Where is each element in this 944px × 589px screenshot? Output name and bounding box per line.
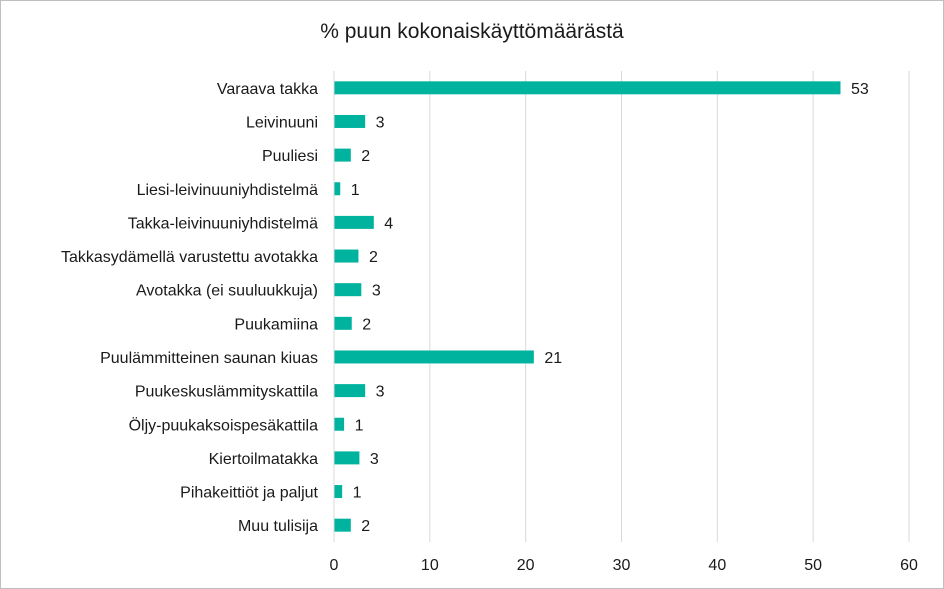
bar — [334, 350, 534, 364]
data-label: 21 — [544, 350, 562, 367]
category-label: Puuliesi — [262, 148, 318, 165]
bar — [334, 114, 366, 128]
data-label: 1 — [351, 182, 360, 199]
category-label: Kiertoilmatakka — [209, 451, 318, 468]
data-label: 2 — [361, 518, 370, 535]
bar — [334, 316, 352, 330]
x-tick-label: 0 — [330, 557, 339, 574]
bar — [334, 518, 351, 532]
bar — [334, 81, 841, 95]
bars — [334, 81, 841, 532]
data-label: 53 — [851, 81, 869, 98]
category-label: Leivinuuni — [246, 114, 318, 131]
bar — [334, 451, 360, 465]
category-label: Avotakka (ei suuluukkuja) — [136, 283, 318, 300]
category-label: Liesi-leivinuuniyhdistelmä — [137, 182, 319, 199]
bar — [334, 283, 362, 297]
data-label: 2 — [369, 249, 378, 266]
bar — [334, 417, 345, 431]
category-labels: Varaava takka Leivinuuni Puuliesi Liesi-lei… — [61, 81, 319, 535]
category-label: Muu tulisija — [238, 518, 318, 535]
data-label: 1 — [353, 485, 362, 502]
data-label: 3 — [372, 283, 381, 300]
x-tick-label: 40 — [708, 557, 726, 574]
category-label: Puukamiina — [234, 316, 318, 333]
bar — [334, 485, 343, 499]
data-label: 1 — [355, 417, 364, 434]
x-tick-label: 50 — [804, 557, 822, 574]
data-label: 4 — [384, 215, 393, 232]
category-label: Takkasydämellä varustettu avotakka — [61, 249, 318, 266]
x-tick-label: 60 — [900, 557, 918, 574]
category-label: Takka-leivinuuniyhdistelmä — [128, 215, 318, 232]
chart-title: % puun kokonaiskäyttömäärästä — [320, 20, 624, 43]
bar — [334, 148, 351, 162]
category-label: Puulämmitteinen saunan kiuas — [100, 350, 318, 367]
data-label: 2 — [362, 316, 371, 333]
category-label: Pihakeittiöt ja paljut — [180, 485, 318, 502]
x-tick-labels: 0 10 20 30 40 50 60 — [330, 557, 918, 574]
category-label: Varaava takka — [217, 81, 318, 98]
data-label: 3 — [376, 114, 385, 131]
category-label: Öljy-puukaksoispesäkattila — [129, 416, 319, 434]
gridlines — [429, 71, 910, 542]
bar — [334, 215, 374, 229]
data-label: 3 — [370, 451, 379, 468]
bar — [334, 182, 341, 196]
bar — [334, 384, 366, 398]
data-label: 3 — [376, 384, 385, 401]
x-tick-label: 30 — [613, 557, 631, 574]
x-tick-label: 20 — [517, 557, 535, 574]
data-label: 2 — [361, 148, 370, 165]
bar — [334, 249, 359, 263]
category-label: Puukeskuslämmityskattila — [135, 384, 318, 401]
x-tick-label: 10 — [421, 557, 439, 574]
